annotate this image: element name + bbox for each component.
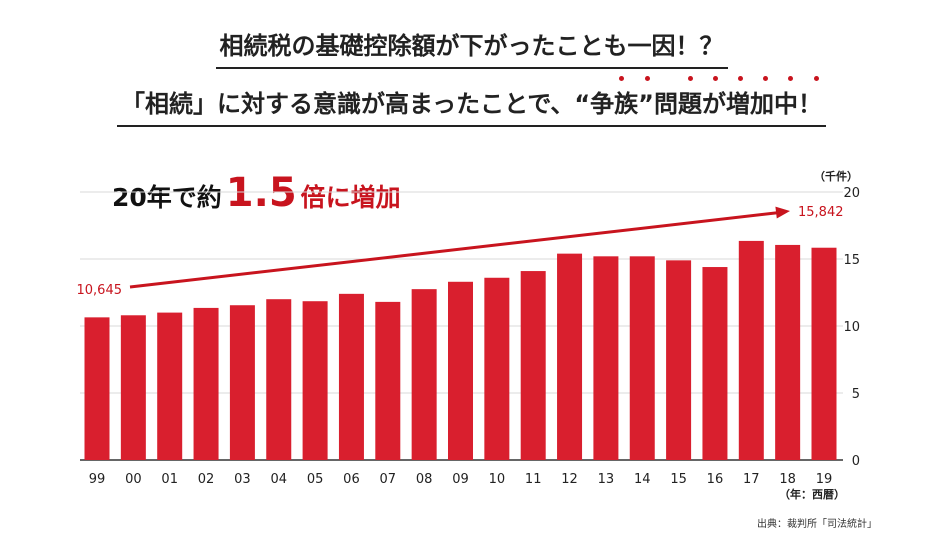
bar: [157, 312, 183, 460]
emphasis-dot: [814, 76, 819, 81]
emphasis-dot: [619, 76, 624, 81]
trend-arrow-head: [775, 206, 790, 219]
x-tick-label: 04: [270, 472, 287, 487]
bar: [738, 240, 764, 460]
bar: [193, 307, 219, 460]
bar: [266, 299, 292, 460]
headline-line-1-text: 相続税の基礎控除額が下がったことも一因！？: [215, 26, 728, 69]
headline-line-1: 相続税の基礎控除額が下がったことも一因！？: [0, 26, 943, 69]
increase-callout: 20年で約 1.5 倍に増加: [112, 170, 401, 216]
trend-arrow-line: [129, 210, 785, 289]
bar: [702, 267, 728, 460]
x-tick-label: 10: [489, 472, 506, 487]
bar: [411, 289, 437, 460]
y-unit-label: （千件）: [814, 169, 858, 183]
x-tick-label: 14: [634, 472, 651, 487]
headline-line-2-text: 「相続」に対する意識が高まったことで、“争族”問題が増加中！: [117, 84, 826, 127]
bar: [520, 271, 546, 460]
callout-prefix: 20年で約: [112, 183, 222, 212]
bar: [629, 256, 655, 460]
bar: [557, 253, 583, 460]
emphasis-dot: [763, 76, 768, 81]
y-tick-label: 0: [852, 454, 860, 469]
emphasis-dot: [645, 76, 650, 81]
x-tick-label: 08: [416, 472, 433, 487]
bar: [338, 293, 364, 460]
x-tick-label: 05: [307, 472, 324, 487]
x-tick-label: 12: [561, 472, 578, 487]
emphasis-dot: [688, 76, 693, 81]
emphasis-dot: [788, 76, 793, 81]
y-tick-label: 5: [852, 387, 860, 402]
x-tick-label: 19: [816, 472, 833, 487]
bar: [120, 315, 146, 460]
annotation-end-value: 15,842: [798, 205, 844, 220]
x-tick-label: 16: [707, 472, 724, 487]
callout-number: 1.5: [225, 170, 297, 216]
bar: [84, 317, 110, 460]
x-tick-label: 17: [743, 472, 760, 487]
x-tick-label: 03: [234, 472, 251, 487]
x-tick-label: 07: [380, 472, 397, 487]
x-tick-label: 13: [598, 472, 615, 487]
y-tick-label: 15: [843, 253, 860, 268]
bar: [775, 244, 801, 460]
bar: [484, 277, 510, 460]
bar: [593, 256, 619, 460]
x-tick-label: 06: [343, 472, 360, 487]
emphasis-dot: [713, 76, 718, 81]
bar: [666, 260, 692, 460]
bar: [448, 281, 473, 460]
headline-line-2: 「相続」に対する意識が高まったことで、“争族”問題が増加中！: [0, 84, 943, 127]
annotation-start-value: 10,645: [77, 283, 123, 298]
bar: [811, 247, 837, 460]
x-tick-label: 15: [670, 472, 687, 487]
emphasis-dots: [0, 76, 943, 84]
x-tick-label: 99: [89, 472, 106, 487]
x-unit-label: （年：西暦）: [779, 487, 845, 501]
x-tick-label: 02: [198, 472, 215, 487]
bar: [375, 301, 401, 460]
source-note: 出典：裁判所「司法統計」: [757, 519, 877, 530]
y-tick-label: 20: [843, 186, 860, 201]
y-tick-label: 10: [843, 320, 860, 335]
x-tick-label: 01: [161, 472, 178, 487]
callout-suffix: 倍に増加: [300, 183, 401, 212]
x-tick-label: 09: [452, 472, 469, 487]
x-tick-label: 11: [525, 472, 542, 487]
x-tick-label: 18: [779, 472, 796, 487]
bar: [302, 301, 328, 460]
bar: [229, 305, 255, 460]
x-tick-label: 00: [125, 472, 142, 487]
emphasis-dot: [738, 76, 743, 81]
